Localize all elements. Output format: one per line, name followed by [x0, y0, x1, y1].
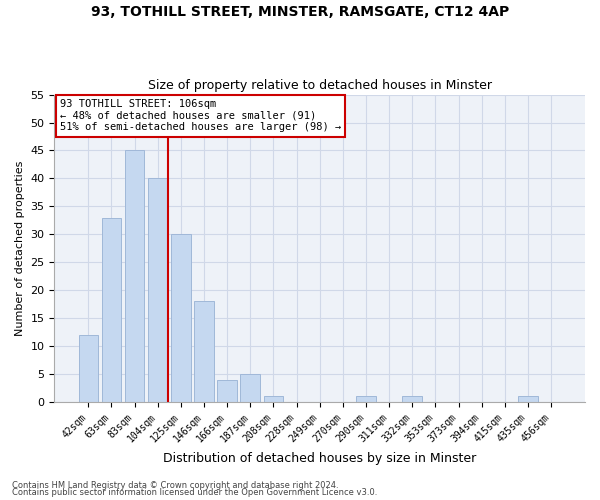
Bar: [241, 374, 260, 402]
Bar: [79, 335, 98, 402]
Bar: [217, 380, 237, 402]
Bar: [171, 234, 191, 402]
Bar: [518, 396, 538, 402]
Bar: [403, 396, 422, 402]
Title: Size of property relative to detached houses in Minster: Size of property relative to detached ho…: [148, 79, 492, 92]
Text: Contains public sector information licensed under the Open Government Licence v3: Contains public sector information licen…: [12, 488, 377, 497]
Y-axis label: Number of detached properties: Number of detached properties: [15, 160, 25, 336]
Bar: [356, 396, 376, 402]
Bar: [263, 396, 283, 402]
Bar: [125, 150, 145, 402]
Text: 93 TOTHILL STREET: 106sqm
← 48% of detached houses are smaller (91)
51% of semi-: 93 TOTHILL STREET: 106sqm ← 48% of detac…: [60, 99, 341, 132]
Bar: [194, 302, 214, 402]
Text: 93, TOTHILL STREET, MINSTER, RAMSGATE, CT12 4AP: 93, TOTHILL STREET, MINSTER, RAMSGATE, C…: [91, 5, 509, 19]
Bar: [148, 178, 167, 402]
X-axis label: Distribution of detached houses by size in Minster: Distribution of detached houses by size …: [163, 452, 476, 465]
Text: Contains HM Land Registry data © Crown copyright and database right 2024.: Contains HM Land Registry data © Crown c…: [12, 480, 338, 490]
Bar: [101, 218, 121, 402]
